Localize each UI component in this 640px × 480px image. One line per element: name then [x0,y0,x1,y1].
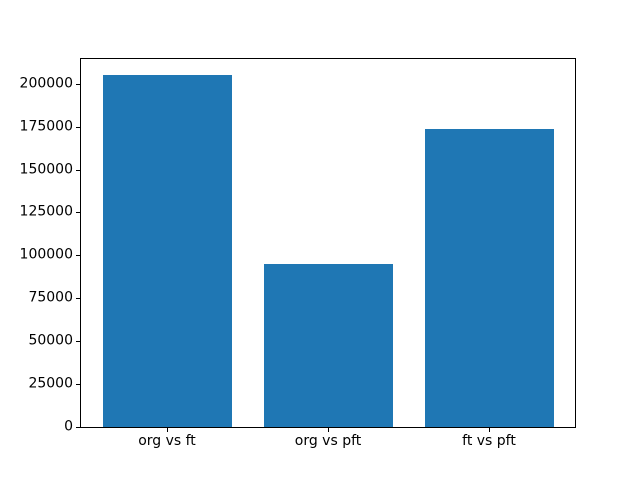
bar-org-vs-ft [103,75,232,427]
y-tick-mark [76,170,80,171]
y-tick-label: 25000 [28,375,73,392]
x-tick-mark [328,428,329,432]
y-tick-label: 150000 [19,161,73,178]
bar-org-vs-pft [264,264,393,427]
y-tick-mark [76,427,80,428]
y-tick-mark [76,298,80,299]
x-tick-label: org vs pft [294,433,362,449]
x-tick-label: org vs ft [138,433,196,449]
y-tick-label: 175000 [19,118,73,135]
y-tick-mark [76,127,80,128]
y-tick-mark [76,255,80,256]
y-tick-label: 0 [64,418,73,435]
y-tick-label: 50000 [28,332,73,349]
x-tick-mark [489,428,490,432]
y-tick-label: 75000 [28,289,73,306]
y-tick-mark [76,384,80,385]
bar-ft-vs-pft [425,129,554,427]
x-tick-mark [167,428,168,432]
y-tick-mark [76,341,80,342]
y-tick-mark [76,212,80,213]
y-tick-label: 100000 [19,246,73,263]
y-tick-label: 200000 [19,75,73,92]
y-tick-label: 125000 [19,203,73,220]
y-tick-mark [76,84,80,85]
x-tick-label: ft vs pft [462,433,516,449]
